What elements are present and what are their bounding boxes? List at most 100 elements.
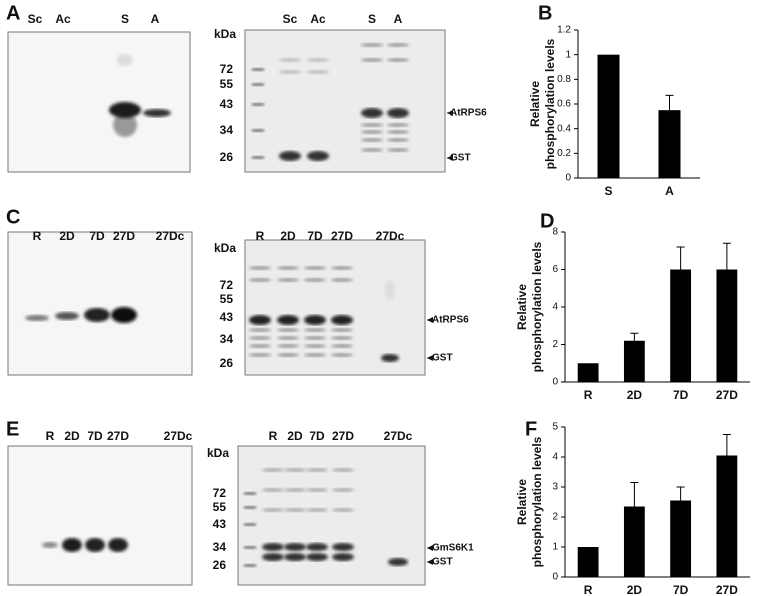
y-tick-label: 0.4 [557, 123, 571, 134]
band [277, 336, 299, 340]
kda-label: kDa [214, 241, 236, 255]
band [284, 553, 306, 561]
band [387, 58, 409, 62]
band [304, 315, 326, 325]
band [249, 278, 271, 282]
lane-label: Ac [310, 12, 326, 26]
bar [716, 455, 738, 577]
band [306, 508, 328, 512]
lane-label: 7D [89, 229, 105, 243]
band [108, 538, 128, 552]
band [388, 558, 408, 566]
lane-label: A [151, 12, 160, 26]
bar [670, 269, 692, 382]
y-tick-label: 2 [552, 512, 558, 523]
band [85, 538, 105, 552]
bar [658, 110, 681, 178]
y-tick-label: 1 [565, 49, 571, 60]
x-tick-label: 7D [673, 388, 689, 402]
y-tick-label: 0.2 [557, 148, 571, 159]
lane-label: Ac [55, 12, 71, 26]
band [25, 315, 49, 321]
lane-label: 2D [64, 429, 80, 443]
y-tick-label: 3 [552, 482, 558, 493]
band [55, 312, 79, 320]
gel [7, 31, 191, 173]
band [113, 113, 137, 137]
band [331, 328, 353, 332]
band [84, 308, 110, 322]
ladder-band [252, 103, 264, 106]
y-axis-label: phosphorylation levels [530, 241, 544, 372]
band [387, 138, 409, 142]
ladder-band [252, 156, 264, 159]
y-tick-label: 4 [552, 302, 558, 313]
panel-label: D [540, 210, 554, 232]
band [284, 488, 306, 492]
panel-label: C [6, 206, 20, 228]
band [361, 108, 383, 118]
band [304, 353, 326, 357]
band [117, 54, 133, 66]
y-tick-label: 1 [552, 542, 558, 553]
band [284, 468, 306, 472]
x-tick-label: 2D [627, 388, 643, 402]
band [284, 508, 306, 512]
lane-label: Sc [28, 12, 43, 26]
band [361, 58, 383, 62]
x-tick-label: A [665, 184, 674, 198]
band [277, 278, 299, 282]
band [304, 344, 326, 348]
band [262, 468, 284, 472]
band [385, 280, 395, 300]
y-axis-label: phosphorylation levels [530, 436, 544, 567]
band [277, 315, 299, 325]
y-tick-label: 5 [552, 422, 558, 433]
arrowhead [427, 355, 433, 361]
x-tick-label: 27D [716, 388, 738, 402]
bar [577, 547, 599, 577]
band [307, 151, 329, 161]
band [306, 553, 328, 561]
marker-label: 55 [220, 77, 234, 91]
lane-label: S [121, 12, 129, 26]
marker-label: 26 [220, 356, 234, 370]
band [304, 336, 326, 340]
arrow-label: GST [432, 557, 453, 568]
kda-label: kDa [207, 446, 229, 460]
marker-label: 72 [220, 62, 234, 76]
bar [577, 363, 599, 382]
ladder-band [244, 546, 256, 549]
marker-label: 55 [220, 292, 234, 306]
lane-label: R [269, 429, 278, 443]
ladder-band [252, 68, 264, 71]
band [387, 123, 409, 127]
band [249, 328, 271, 332]
ladder-band [244, 523, 256, 526]
band [332, 543, 354, 551]
band [143, 109, 171, 117]
panel-label: B [538, 2, 552, 24]
band [331, 315, 353, 325]
lane-label: 7D [307, 229, 323, 243]
band [331, 336, 353, 340]
lane-label: 27D [331, 229, 353, 243]
arrowhead [447, 155, 453, 161]
y-tick-label: 0.6 [557, 99, 571, 110]
marker-label: 43 [220, 310, 234, 324]
lane-label: 27D [332, 429, 354, 443]
band [387, 130, 409, 134]
y-tick-label: 0.8 [557, 74, 571, 85]
arrowhead [427, 317, 433, 323]
band [331, 278, 353, 282]
lane-label: R [256, 229, 265, 243]
ladder-band [244, 564, 256, 567]
band [277, 266, 299, 270]
x-tick-label: R [584, 388, 593, 402]
band [331, 266, 353, 270]
band [249, 353, 271, 357]
lane-label: A [394, 12, 403, 26]
band [277, 344, 299, 348]
gel [7, 231, 193, 376]
panel-label: F [525, 418, 537, 440]
